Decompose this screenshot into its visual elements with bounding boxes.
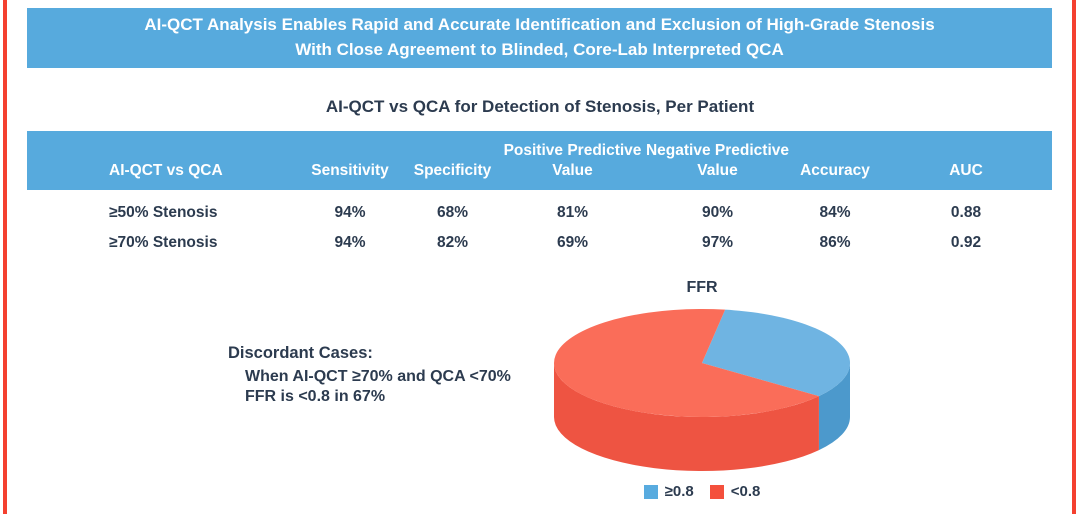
pie-chart [530,303,874,481]
legend-label: <0.8 [730,483,761,500]
cell-value: 90% [701,204,734,221]
pie-legend: ≥0.8 <0.8 [530,483,874,500]
table-row: ≥70% Stenosis 94% 82% 69% 97% 86% 0.92 [27,228,1052,258]
column-header: AUC [949,161,983,179]
discordant-cases-note: Discordant Cases: When AI-QCT ≥70% and Q… [228,344,558,407]
cell-value: 82% [436,234,469,251]
figure-title-banner: AI-QCT Analysis Enables Rapid and Accura… [27,8,1052,68]
table-row: ≥50% Stenosis 94% 68% 81% 90% 84% 0.88 [27,198,1052,228]
legend-swatch [643,484,658,499]
note-line-1: When AI-QCT ≥70% and QCA <70% [245,368,511,385]
cell-value: 94% [334,204,366,221]
column-header: AI-QCT vs QCA [109,161,223,179]
cell-value: 97% [701,234,734,251]
note-heading: Discordant Cases: [228,344,373,362]
pie-chart-title: FFR [686,279,718,296]
pie-3d [554,308,851,472]
column-header: Positive Predictive Value [503,142,642,179]
column-header: Negative Predictive Value [645,142,789,179]
cell-value: 86% [819,234,851,251]
legend-item: <0.8 [709,483,761,500]
cell-value: 68% [436,204,469,221]
banner-line-2: With Close Agreement to Blinded, Core-La… [295,40,784,59]
legend-swatch [709,484,724,499]
cell-value: 81% [556,204,589,221]
cell-value: 94% [334,234,366,251]
cell-value: 84% [819,204,851,221]
row-label: ≥50% Stenosis [109,204,218,221]
legend-item: ≥0.8 [643,483,694,500]
column-header: Specificity [413,161,492,179]
figure-border-right [1072,0,1076,514]
table-body: ≥50% Stenosis 94% 68% 81% 90% 84% 0.88 ≥70% Ste… [27,190,1052,258]
banner-line-1: AI-QCT Analysis Enables Rapid and Accura… [144,15,935,35]
cell-value: 0.92 [950,234,982,251]
legend-label: ≥0.8 [664,483,694,500]
cell-value: 69% [556,234,589,251]
table-header-row: AI-QCT vs QCA Sensitivity Specificity Posit… [27,131,1052,190]
table-title: AI-QCT vs QCA for Detection of Stenosis,… [325,97,755,116]
row-label: ≥70% Stenosis [109,234,218,251]
column-header: Accuracy [800,161,870,179]
figure-border-left [3,0,7,514]
column-header: Sensitivity [311,161,389,179]
cell-value: 0.88 [950,204,982,221]
note-line-2: FFR is <0.8 in 67% [245,388,386,405]
